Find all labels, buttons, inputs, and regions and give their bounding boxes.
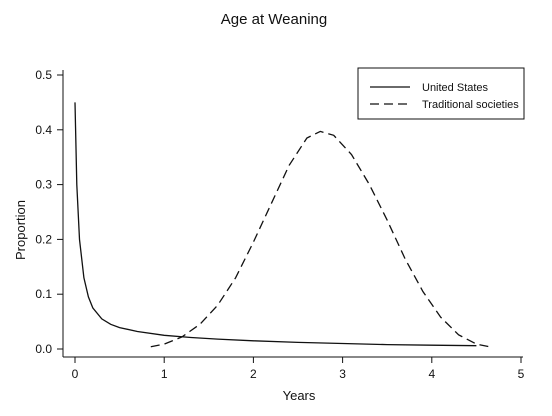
x-tick-label: 4 xyxy=(428,367,435,381)
x-tick-label: 2 xyxy=(250,367,257,381)
y-tick-label: 0.2 xyxy=(35,232,52,246)
chart-title: Age at Weaning xyxy=(221,11,327,28)
y-tick-label: 0.4 xyxy=(35,123,52,137)
legend-label: Traditional societies xyxy=(422,99,519,111)
y-axis-label: Proportion xyxy=(13,200,28,260)
axes: 0.0 0.1 0.2 0.3 0.4 0.5 0 1 2 3 4 5 xyxy=(35,68,524,381)
x-tick-label: 3 xyxy=(339,367,346,381)
series-line-united-states xyxy=(74,102,477,347)
series-group xyxy=(74,102,490,348)
legend-label: United States xyxy=(422,82,489,94)
x-tick-label: 1 xyxy=(161,367,168,381)
x-axis-label: Years xyxy=(283,388,316,403)
y-tick-label: 0.0 xyxy=(35,342,52,356)
y-tick-label: 0.3 xyxy=(35,178,52,192)
legend-box xyxy=(357,67,525,120)
y-tick-label: 0.5 xyxy=(35,68,52,82)
x-tick-label: 5 xyxy=(518,367,525,381)
y-tick-label: 0.1 xyxy=(35,287,52,301)
x-tick-label: 0 xyxy=(72,367,79,381)
legend: United States Traditional societies xyxy=(357,67,525,120)
series-line-traditional-societies xyxy=(150,130,490,348)
